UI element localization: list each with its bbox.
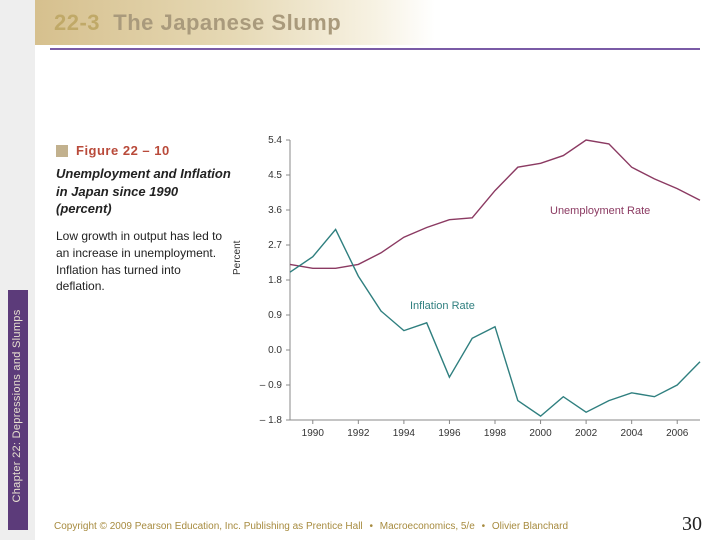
footer-sep-icon: • [482,521,486,532]
svg-text:1992: 1992 [347,428,370,439]
figure-label: Figure 22 – 10 [76,143,170,158]
svg-text:2006: 2006 [666,428,689,439]
svg-text:0.9: 0.9 [268,310,282,321]
figure-label-row: Figure 22 – 10 [56,143,170,158]
section-number: 22-3 [54,10,100,35]
svg-text:1998: 1998 [484,428,507,439]
footer: Copyright © 2009 Pearson Education, Inc.… [54,521,704,532]
svg-text:2000: 2000 [529,428,552,439]
footer-author: Olivier Blanchard [492,521,568,532]
svg-text:2002: 2002 [575,428,598,439]
svg-text:1990: 1990 [302,428,325,439]
svg-text:2004: 2004 [621,428,644,439]
svg-text:1994: 1994 [393,428,416,439]
svg-text:– 1.8: – 1.8 [260,415,283,426]
svg-text:1996: 1996 [438,428,461,439]
figure-subtitle: Unemployment and Inflation in Japan sinc… [56,165,231,218]
svg-text:4.5: 4.5 [268,170,282,181]
series-label-inflation: Inflation Rate [410,300,475,312]
series-label-unemployment: Unemployment Rate [550,205,650,217]
section-title-text: The Japanese Slump [113,10,341,35]
footer-sep-icon: • [369,521,373,532]
svg-text:2.7: 2.7 [268,240,282,251]
footer-book: Macroeconomics, 5/e [380,521,475,532]
svg-text:0.0: 0.0 [268,345,282,356]
line-chart: – 1.8 – 0.9 0.0 0.9 1.8 2.7 3.6 4.5 5.4 1990 1992 1… [240,130,710,460]
svg-text:– 0.9: – 0.9 [260,380,283,391]
svg-text:5.4: 5.4 [268,135,282,146]
svg-text:3.6: 3.6 [268,205,282,216]
chart-svg: – 1.8 – 0.9 0.0 0.9 1.8 2.7 3.6 4.5 5.4 1990 1992 1… [240,130,710,460]
section-title: 22-3 The Japanese Slump [54,10,341,36]
chapter-sidebar-label: Chapter 22: Depressions and Slumps [11,291,31,521]
figure-bullet-icon [56,145,68,157]
title-underline [50,48,700,50]
page-number: 30 [682,513,702,536]
figure-caption: Low growth in output has led to an incre… [56,228,231,295]
svg-text:1.8: 1.8 [268,275,282,286]
footer-copyright: Copyright © 2009 Pearson Education, Inc.… [54,521,363,532]
